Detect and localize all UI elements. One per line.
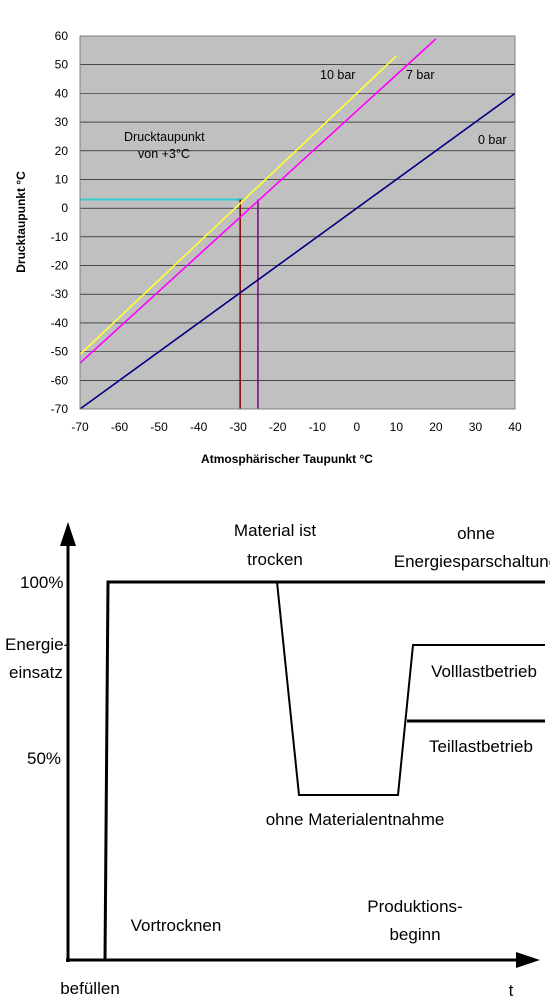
x-tick-label: -60 xyxy=(111,420,129,434)
x-tick-label: 40 xyxy=(508,420,522,434)
x-tick-label: -70 xyxy=(71,420,89,434)
label-ohne-material: ohne Materialentnahme xyxy=(266,810,445,829)
y-tick-label: -30 xyxy=(51,287,69,301)
label-produktion-line2: beginn xyxy=(389,925,440,944)
y-axis-title: Drucktaupunkt °C xyxy=(14,171,28,273)
y-tick-label: 40 xyxy=(55,86,69,100)
x-tick-labels: -70 -60 -50 -40 -30 -20 -10 0 10 20 30 40 xyxy=(71,420,522,434)
label-0bar: 0 bar xyxy=(478,133,507,147)
x-axis-title: Atmosphärischer Taupunkt °C xyxy=(201,452,373,466)
y-tick-label: 20 xyxy=(55,144,69,158)
y-tick-label: -70 xyxy=(51,402,69,416)
label-material-line2: trocken xyxy=(247,550,303,569)
label-material-line1: Material ist xyxy=(234,521,316,540)
y-tick-label: -10 xyxy=(51,230,69,244)
label-volllast: Volllastbetrieb xyxy=(431,662,537,681)
y-label-line1: Energie- xyxy=(5,635,69,654)
x-axis-arrow-icon xyxy=(516,952,540,968)
y-tick-100: 100% xyxy=(20,573,63,592)
plot-area xyxy=(80,36,515,409)
y-axis-arrow-icon xyxy=(60,522,76,546)
curve-main xyxy=(103,580,545,961)
label-vortrocknen: Vortrocknen xyxy=(131,916,222,935)
y-tick-label: -50 xyxy=(51,345,69,359)
x-tick-label: 20 xyxy=(429,420,443,434)
x-tick-label: 30 xyxy=(469,420,483,434)
y-tick-label: 0 xyxy=(61,201,68,215)
x-tick-label: -20 xyxy=(269,420,287,434)
label-10bar: 10 bar xyxy=(320,68,355,82)
label-ohne-line2: Energiesparschaltung xyxy=(394,552,550,571)
y-tick-label: -60 xyxy=(51,373,69,387)
x-tick-label: -30 xyxy=(230,420,248,434)
label-dewpoint-line1: Drucktaupunkt xyxy=(124,130,205,144)
series-line xyxy=(79,92,516,410)
x-tick-label: -40 xyxy=(190,420,208,434)
y-tick-label: 60 xyxy=(55,29,69,43)
x-tick-label: -50 xyxy=(150,420,168,434)
label-produktion-line1: Produktions- xyxy=(367,897,462,916)
series-line xyxy=(79,55,397,356)
y-tick-label: 30 xyxy=(55,115,69,129)
series-line xyxy=(79,38,437,364)
label-teillast: Teillastbetrieb xyxy=(429,737,533,756)
y-tick-label: -40 xyxy=(51,316,69,330)
plot-border xyxy=(79,35,516,410)
dewpoint-chart: 60 50 40 30 20 10 0 -10 -20 -30 -40 -50 -60 -70 -70 -6… xyxy=(14,29,522,466)
energy-chart: 100% 50% Energie- einsatz Material ist t… xyxy=(5,521,550,1000)
x-tick-label: -10 xyxy=(309,420,327,434)
y-label-line2: einsatz xyxy=(9,663,63,682)
label-ohne-line1: ohne xyxy=(457,524,495,543)
y-tick-label: 50 xyxy=(55,58,69,72)
label-dewpoint-line2: von +3°C xyxy=(138,147,190,161)
curve-energy-saving xyxy=(276,581,545,796)
label-befuellen: befüllen xyxy=(60,979,120,998)
series-lines xyxy=(79,38,516,410)
y-tick-label: -20 xyxy=(51,259,69,273)
y-tick-50: 50% xyxy=(27,749,61,768)
reference-lines xyxy=(80,198,259,409)
x-tick-label: 0 xyxy=(353,420,360,434)
x-tick-label: 10 xyxy=(390,420,404,434)
x-axis-label-t: t xyxy=(509,981,514,1000)
y-tick-labels: 60 50 40 30 20 10 0 -10 -20 -30 -40 -50 -60 -70 xyxy=(51,29,69,416)
label-7bar: 7 bar xyxy=(406,68,435,82)
y-tick-label: 10 xyxy=(55,172,69,186)
